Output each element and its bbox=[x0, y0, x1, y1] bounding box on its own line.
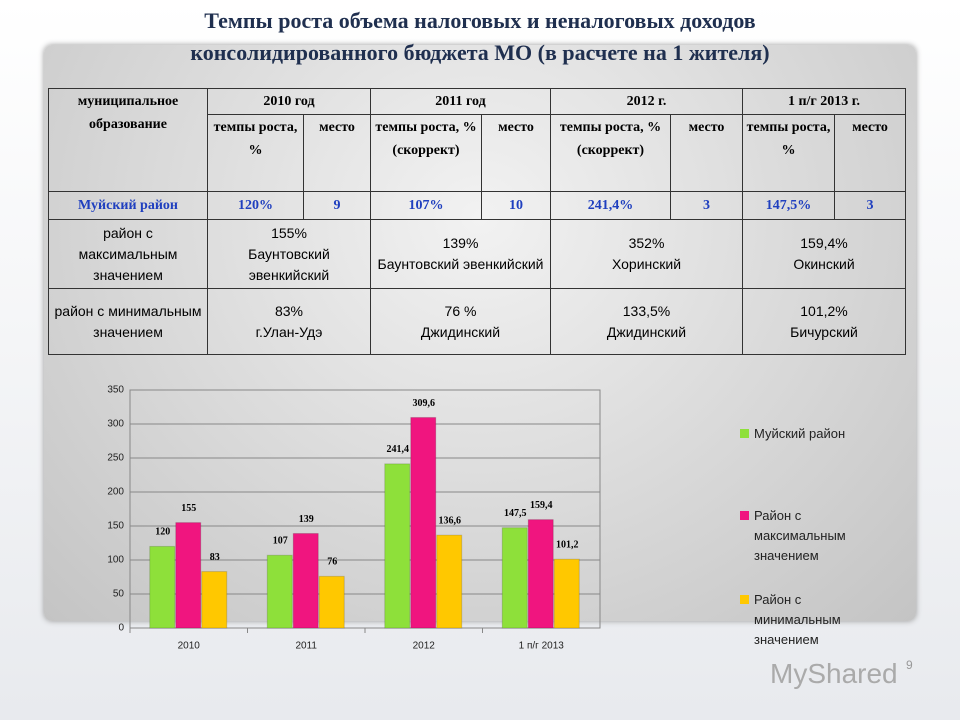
header-cell: темпы роста, % (скоррект) bbox=[550, 114, 671, 192]
y-tick-label: 0 bbox=[118, 623, 124, 634]
bar bbox=[553, 558, 580, 629]
cell: 352% Хоринский bbox=[550, 219, 743, 289]
value-label: 76 bbox=[327, 557, 337, 568]
legend-label: Район с минимальным значением bbox=[754, 592, 841, 647]
watermark: MyShared bbox=[770, 658, 898, 689]
cell-district: Бичурский bbox=[790, 323, 858, 340]
cell-value: 159,4% bbox=[800, 235, 848, 251]
cell-district: Баунтовский эвенкийский bbox=[248, 245, 330, 283]
bar bbox=[527, 519, 554, 629]
legend-entry: Район с максимальным значением bbox=[740, 506, 884, 566]
x-tick-label: 2010 bbox=[178, 641, 201, 652]
value-label: 101,2 bbox=[556, 539, 579, 550]
cell: 159,4% Окинский bbox=[742, 219, 906, 289]
cell-value: 76 % bbox=[444, 302, 477, 319]
cell: 139% Баунтовский эвенкийский bbox=[370, 219, 551, 289]
bar bbox=[436, 534, 463, 629]
header-cell: темпы роста, % bbox=[742, 114, 835, 192]
value-label: 120 bbox=[155, 527, 170, 538]
cell-district: г.Улан-Удэ bbox=[255, 323, 323, 340]
bar bbox=[175, 522, 202, 629]
bar bbox=[318, 575, 345, 629]
cell: 147,5% bbox=[742, 191, 835, 220]
cell-district: Хоринский bbox=[611, 256, 682, 272]
bar bbox=[384, 463, 411, 629]
cell: 241,4% bbox=[550, 191, 671, 220]
cell: 3 bbox=[834, 191, 906, 220]
table: муниципальное образование 2010 год 2011 … bbox=[48, 88, 906, 355]
legend-label: Район с максимальным значением bbox=[754, 508, 846, 563]
cell-value: 101,2% bbox=[800, 302, 848, 319]
header-cell: место bbox=[834, 114, 906, 192]
bar bbox=[266, 554, 293, 629]
value-label: 83 bbox=[210, 552, 220, 563]
legend-swatch bbox=[740, 511, 749, 520]
header-cell: место bbox=[481, 114, 551, 192]
cell: 10 bbox=[481, 191, 551, 220]
cell-district: Окинский bbox=[793, 256, 855, 272]
x-tick-label: 2012 bbox=[413, 641, 436, 652]
bar bbox=[292, 532, 319, 629]
bar bbox=[501, 527, 528, 629]
header-cell: 1 п/г 2013 г. bbox=[742, 88, 906, 115]
title: Темпы роста объема налоговых и неналогов… bbox=[204, 8, 756, 33]
value-label: 107 bbox=[273, 536, 288, 547]
value-label: 241,4 bbox=[387, 444, 410, 455]
value-label: 309,6 bbox=[413, 398, 436, 409]
cell-district: Джидинский bbox=[606, 323, 687, 340]
y-tick-label: 150 bbox=[107, 521, 124, 532]
cell: 83% г.Улан-Удэ bbox=[207, 288, 371, 355]
row-label: район с максимальным значением bbox=[48, 219, 208, 289]
value-label: 159,4 bbox=[530, 500, 553, 511]
header-cell: 2011 год bbox=[370, 88, 551, 115]
cell: 76 % Джидинский bbox=[370, 288, 551, 355]
bar bbox=[410, 416, 437, 629]
cell: 120% bbox=[207, 191, 304, 220]
cell: 3 bbox=[670, 191, 743, 220]
bar bbox=[201, 571, 228, 629]
title: консолидированного бюджета МО (в расчете… bbox=[190, 40, 770, 65]
y-tick-label: 100 bbox=[107, 555, 124, 566]
header-cell: муниципальное образование bbox=[48, 88, 208, 192]
cell-district: Баунтовский эвенкийский bbox=[377, 256, 544, 272]
cell-district: Джидинский bbox=[420, 323, 501, 340]
value-label: 136,6 bbox=[439, 515, 462, 526]
legend-entry: Муйский район bbox=[740, 424, 884, 444]
header-cell: темпы роста, % bbox=[207, 114, 304, 192]
cell-value: 83% bbox=[274, 302, 304, 319]
header-cell: темпы роста, % (скоррект) bbox=[370, 114, 482, 192]
cell-value: 352% bbox=[628, 235, 665, 251]
cell: 155% Баунтовский эвенкийский bbox=[207, 219, 371, 289]
cell: 107% bbox=[370, 191, 482, 220]
bar bbox=[149, 545, 176, 629]
y-tick-label: 50 bbox=[113, 589, 125, 600]
cell: 133,5% Джидинский bbox=[550, 288, 743, 355]
legend-swatch bbox=[740, 429, 749, 438]
cell-value: 155% bbox=[271, 224, 307, 241]
header-cell: место bbox=[670, 114, 743, 192]
y-tick-label: 300 bbox=[107, 419, 124, 430]
value-label: 155 bbox=[181, 503, 196, 514]
cell-value: 133,5% bbox=[622, 302, 671, 319]
header-cell: место bbox=[303, 114, 371, 192]
y-tick-label: 250 bbox=[107, 453, 124, 464]
cell: 101,2% Бичурский bbox=[742, 288, 906, 355]
y-tick-label: 350 bbox=[107, 385, 124, 396]
y-tick-label: 200 bbox=[107, 487, 124, 498]
legend-label: Муйский район bbox=[754, 426, 846, 441]
page-number: 9 bbox=[906, 658, 913, 672]
legend-entry: Район с минимальным значением bbox=[740, 590, 884, 650]
x-tick-label: 1 п/г 2013 bbox=[519, 641, 565, 652]
value-label: 147,5 bbox=[504, 508, 527, 519]
x-tick-label: 2011 bbox=[295, 641, 317, 652]
value-label: 139 bbox=[299, 514, 314, 525]
legend-swatch bbox=[740, 595, 749, 604]
cell-value: 139% bbox=[442, 235, 479, 251]
